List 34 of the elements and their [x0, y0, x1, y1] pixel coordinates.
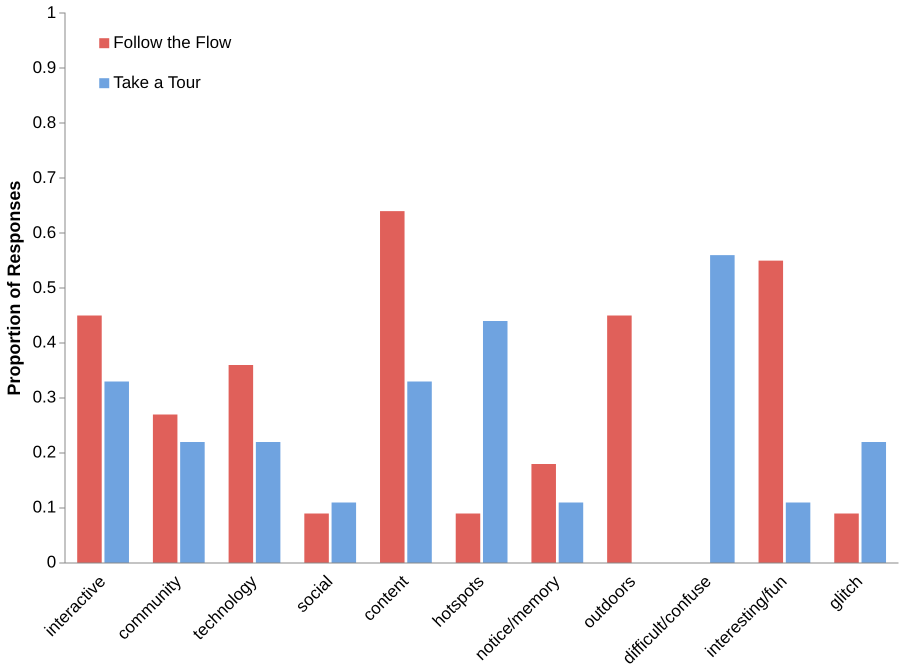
- y-tick-label: 0.6: [32, 222, 56, 242]
- bar: [256, 442, 280, 562]
- y-tick-label: 0.8: [32, 112, 56, 132]
- bar: [407, 382, 432, 562]
- bar: [304, 513, 329, 562]
- y-tick-label: 0.5: [32, 278, 56, 297]
- y-tick-label: 0.1: [32, 498, 56, 517]
- y-axis-title: Proportion of Responses: [4, 180, 24, 396]
- bar: [228, 365, 254, 562]
- y-tick-label: 1: [46, 2, 56, 22]
- bar: [607, 316, 632, 562]
- bar: [77, 316, 102, 562]
- bar: [332, 502, 356, 562]
- bar: [531, 464, 556, 562]
- bar: [710, 255, 735, 562]
- y-tick-label: 0.4: [32, 332, 56, 352]
- bar: [104, 382, 129, 562]
- bar: [152, 414, 178, 562]
- legend-label: Take a Tour: [113, 72, 202, 92]
- y-tick-label: 0.7: [32, 168, 56, 187]
- bar: [180, 442, 205, 562]
- bar: [456, 513, 480, 562]
- bar: [380, 211, 405, 562]
- bar: [786, 502, 810, 562]
- y-tick-label: 0.2: [32, 442, 56, 462]
- bar: [862, 442, 886, 562]
- bar: [758, 260, 784, 562]
- bar: [834, 513, 859, 562]
- y-tick-label: 0.3: [32, 388, 56, 407]
- bar: [482, 321, 508, 562]
- legend-label: Follow the Flow: [113, 32, 232, 52]
- bar: [558, 502, 584, 562]
- y-tick-label: 0.9: [32, 58, 56, 77]
- y-tick-label: 0: [46, 552, 56, 572]
